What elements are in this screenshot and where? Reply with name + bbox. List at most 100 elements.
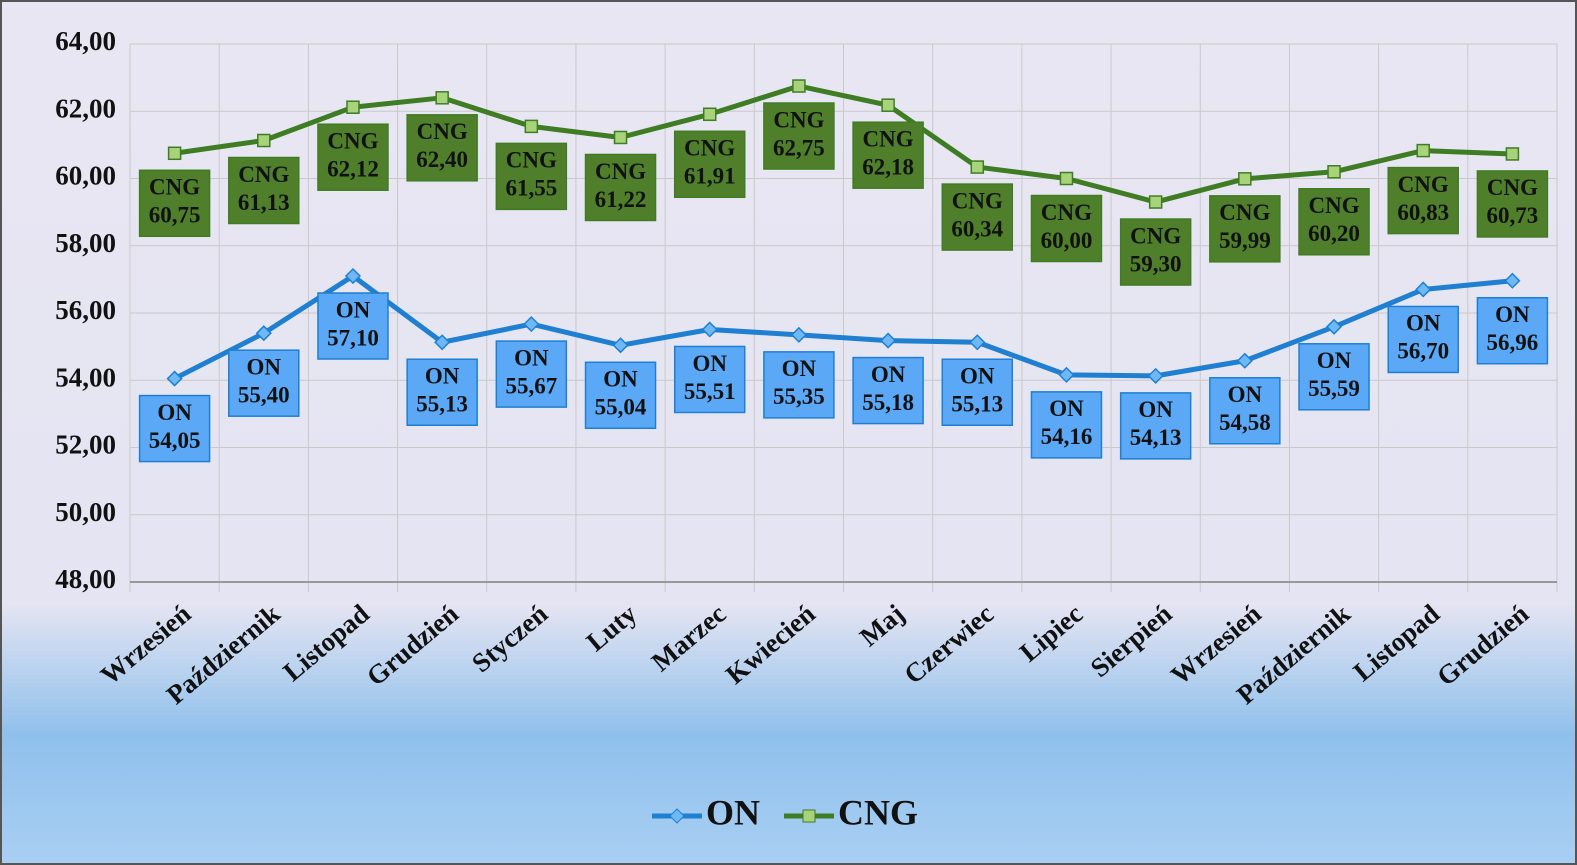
data-point [790,326,807,343]
data-point [880,332,897,349]
data-label: CNG 62,18 [852,121,924,189]
data-label: ON 55,59 [1298,343,1370,411]
data-label-value: 55,35 [773,384,825,409]
data-point [1147,367,1164,384]
data-point [434,334,451,351]
data-label: ON 55,13 [941,358,1014,427]
data-label-box [1030,391,1103,459]
data-label-name: ON [247,354,282,379]
data-point [435,91,449,105]
data-label-name: CNG [952,188,1003,213]
data-label-value: 62,40 [416,147,468,172]
data-label-value: 59,30 [1130,251,1182,276]
data-label-box [1119,392,1192,460]
data-label-name: ON [692,351,727,376]
data-label-name: CNG [149,175,200,200]
data-label-box [406,114,478,182]
data-label-value: 55,13 [416,392,468,417]
data-label-value: 60,34 [951,216,1003,241]
data-label-name: ON [871,362,906,387]
data-label-box [1209,376,1281,445]
data-label-box [1030,194,1103,263]
data-label: CNG 60,83 [1387,166,1459,235]
data-label-name: CNG [1487,175,1538,200]
data-point [970,160,985,174]
data-label-value: 57,10 [327,325,379,350]
data-label: ON 55,04 [584,361,657,430]
data-label-name: ON [1138,397,1173,422]
data-point [1148,195,1163,209]
data-label-name: ON [1317,348,1352,373]
data-label: ON 54,16 [1030,391,1103,459]
data-label-name: ON [1495,302,1530,327]
data-label-name: CNG [417,119,468,144]
data-label-name: CNG [773,107,824,132]
data-label-box [584,361,657,430]
data-label-box [763,102,835,170]
data-label: CNG 62,12 [317,123,389,191]
data-label: CNG 60,20 [1298,188,1370,256]
data-label-name: CNG [1130,223,1181,248]
data-point [613,130,628,145]
data-label-box [852,121,924,189]
data-label-name: CNG [1219,200,1270,225]
data-label: ON 55,13 [406,358,478,427]
data-label-name: ON [782,356,817,381]
y-tick-label: 50,00 [55,497,116,527]
data-label-name: ON [603,367,638,392]
data-point [1415,281,1432,298]
data-label-box [228,156,300,225]
data-point [257,133,271,148]
y-tick-label: 58,00 [55,228,116,258]
data-point [255,325,272,342]
data-label-box [317,292,389,360]
y-tick-label: 60,00 [55,161,116,191]
data-label-box [1476,170,1549,238]
data-label: ON 54,13 [1119,392,1192,460]
data-label-name: ON [1228,382,1263,407]
data-point [344,267,362,285]
data-label-value: 60,75 [149,203,201,228]
data-label-name: CNG [684,136,735,161]
data-point [523,316,540,333]
data-point [1059,171,1074,186]
data-label-value: 55,04 [595,395,647,420]
data-label-box [673,345,746,414]
data-label-name: CNG [506,148,557,173]
data-label-value: 60,83 [1397,200,1449,225]
data-label: ON 54,58 [1209,376,1281,445]
data-label: CNG 60,00 [1030,194,1103,263]
data-label: CNG 60,73 [1476,170,1549,238]
data-label-value: 62,75 [773,135,825,160]
data-label-box [1387,305,1459,374]
data-point [1058,366,1075,383]
data-label-name: CNG [238,162,289,187]
data-label-box [228,349,300,417]
data-point [346,100,360,114]
legend-label: CNG [838,792,918,832]
data-label-name: ON [336,297,371,322]
data-point [1504,272,1521,289]
data-label-box [317,123,389,191]
data-label: CNG 59,30 [1119,218,1192,286]
y-tick-label: 56,00 [55,295,116,325]
data-label-box [852,356,924,425]
data-label-box [1387,166,1459,235]
data-label: CNG 61,55 [495,142,568,211]
data-label-value: 55,18 [862,390,914,415]
data-point [701,321,718,338]
data-label-value: 54,05 [149,428,201,453]
legend-marker [669,808,685,824]
legend-label: ON [706,792,760,832]
y-tick-label: 62,00 [55,93,116,123]
data-label-name: ON [157,400,192,425]
data-label: CNG 59,99 [1209,195,1281,263]
data-label-box [495,142,568,211]
y-tick-label: 54,00 [55,362,116,392]
data-label-value: 55,59 [1308,376,1360,401]
data-label-value: 61,55 [505,176,557,201]
data-label-value: 54,58 [1219,410,1271,435]
data-point [1238,172,1252,186]
data-label-box [584,153,657,222]
